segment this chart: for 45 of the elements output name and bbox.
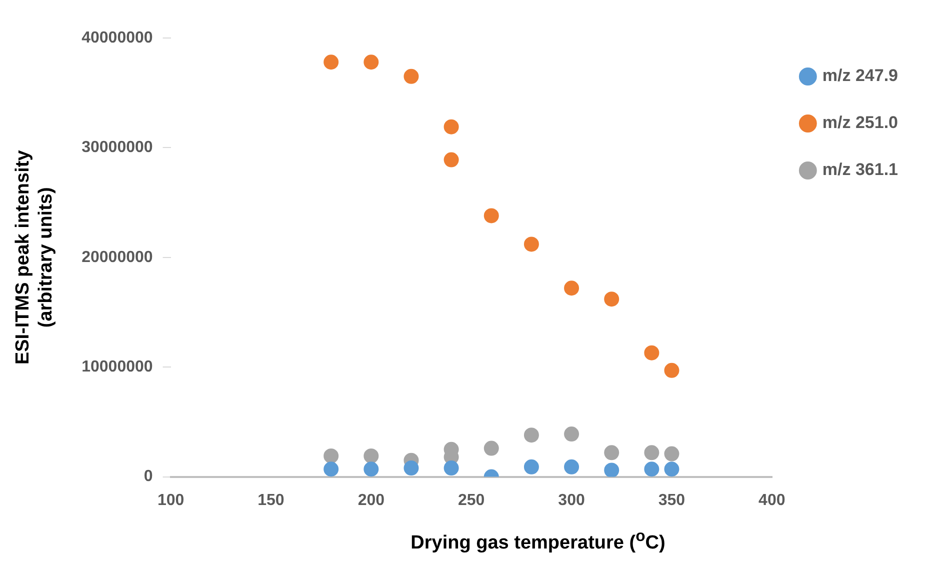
legend-label: m/z 361.1 — [822, 160, 898, 180]
point — [664, 462, 680, 477]
point — [404, 68, 419, 84]
y-tick-label: 0 — [144, 468, 153, 486]
point — [364, 54, 379, 70]
y-tick-label: 40000000 — [82, 29, 153, 46]
point — [404, 460, 419, 476]
y-axis-title: ESI-ITMS peak intensity (arbitrary units) — [12, 150, 56, 365]
x-tick-label: 300 — [558, 492, 585, 509]
point — [564, 459, 580, 474]
point — [364, 448, 379, 464]
point — [444, 152, 459, 168]
point — [484, 208, 499, 224]
point — [644, 462, 660, 477]
legend-label: m/z 251.0 — [822, 113, 898, 132]
x-tick-label: 150 — [258, 492, 284, 509]
x-axis-title: Drying gas temperature ($^{o}$C) — [410, 528, 666, 554]
point — [484, 440, 499, 456]
x-tick-label: 100 — [157, 492, 184, 509]
x-tick-label: 250 — [458, 492, 485, 509]
y-tick-label: 20000000 — [82, 248, 153, 266]
point — [364, 462, 379, 477]
x-tick-label: 400 — [758, 492, 786, 509]
point — [324, 54, 339, 70]
point — [444, 119, 459, 134]
x-tick-label: 200 — [358, 492, 385, 509]
point — [604, 292, 620, 307]
point — [524, 236, 539, 252]
point — [324, 462, 339, 477]
point — [664, 446, 680, 462]
point — [564, 426, 580, 442]
point — [604, 462, 620, 477]
x-tick-label: 350 — [658, 492, 686, 509]
point — [524, 428, 539, 443]
point — [524, 459, 539, 474]
point — [644, 345, 660, 360]
y-tick-label: 30000000 — [82, 139, 153, 156]
point — [604, 445, 620, 460]
y-tick-label: 10000000 — [82, 358, 153, 376]
legend-label: m/z 247.9 — [822, 66, 898, 86]
point — [444, 460, 459, 476]
point — [664, 362, 680, 378]
point — [324, 448, 339, 464]
point — [564, 280, 580, 296]
point — [644, 445, 660, 460]
